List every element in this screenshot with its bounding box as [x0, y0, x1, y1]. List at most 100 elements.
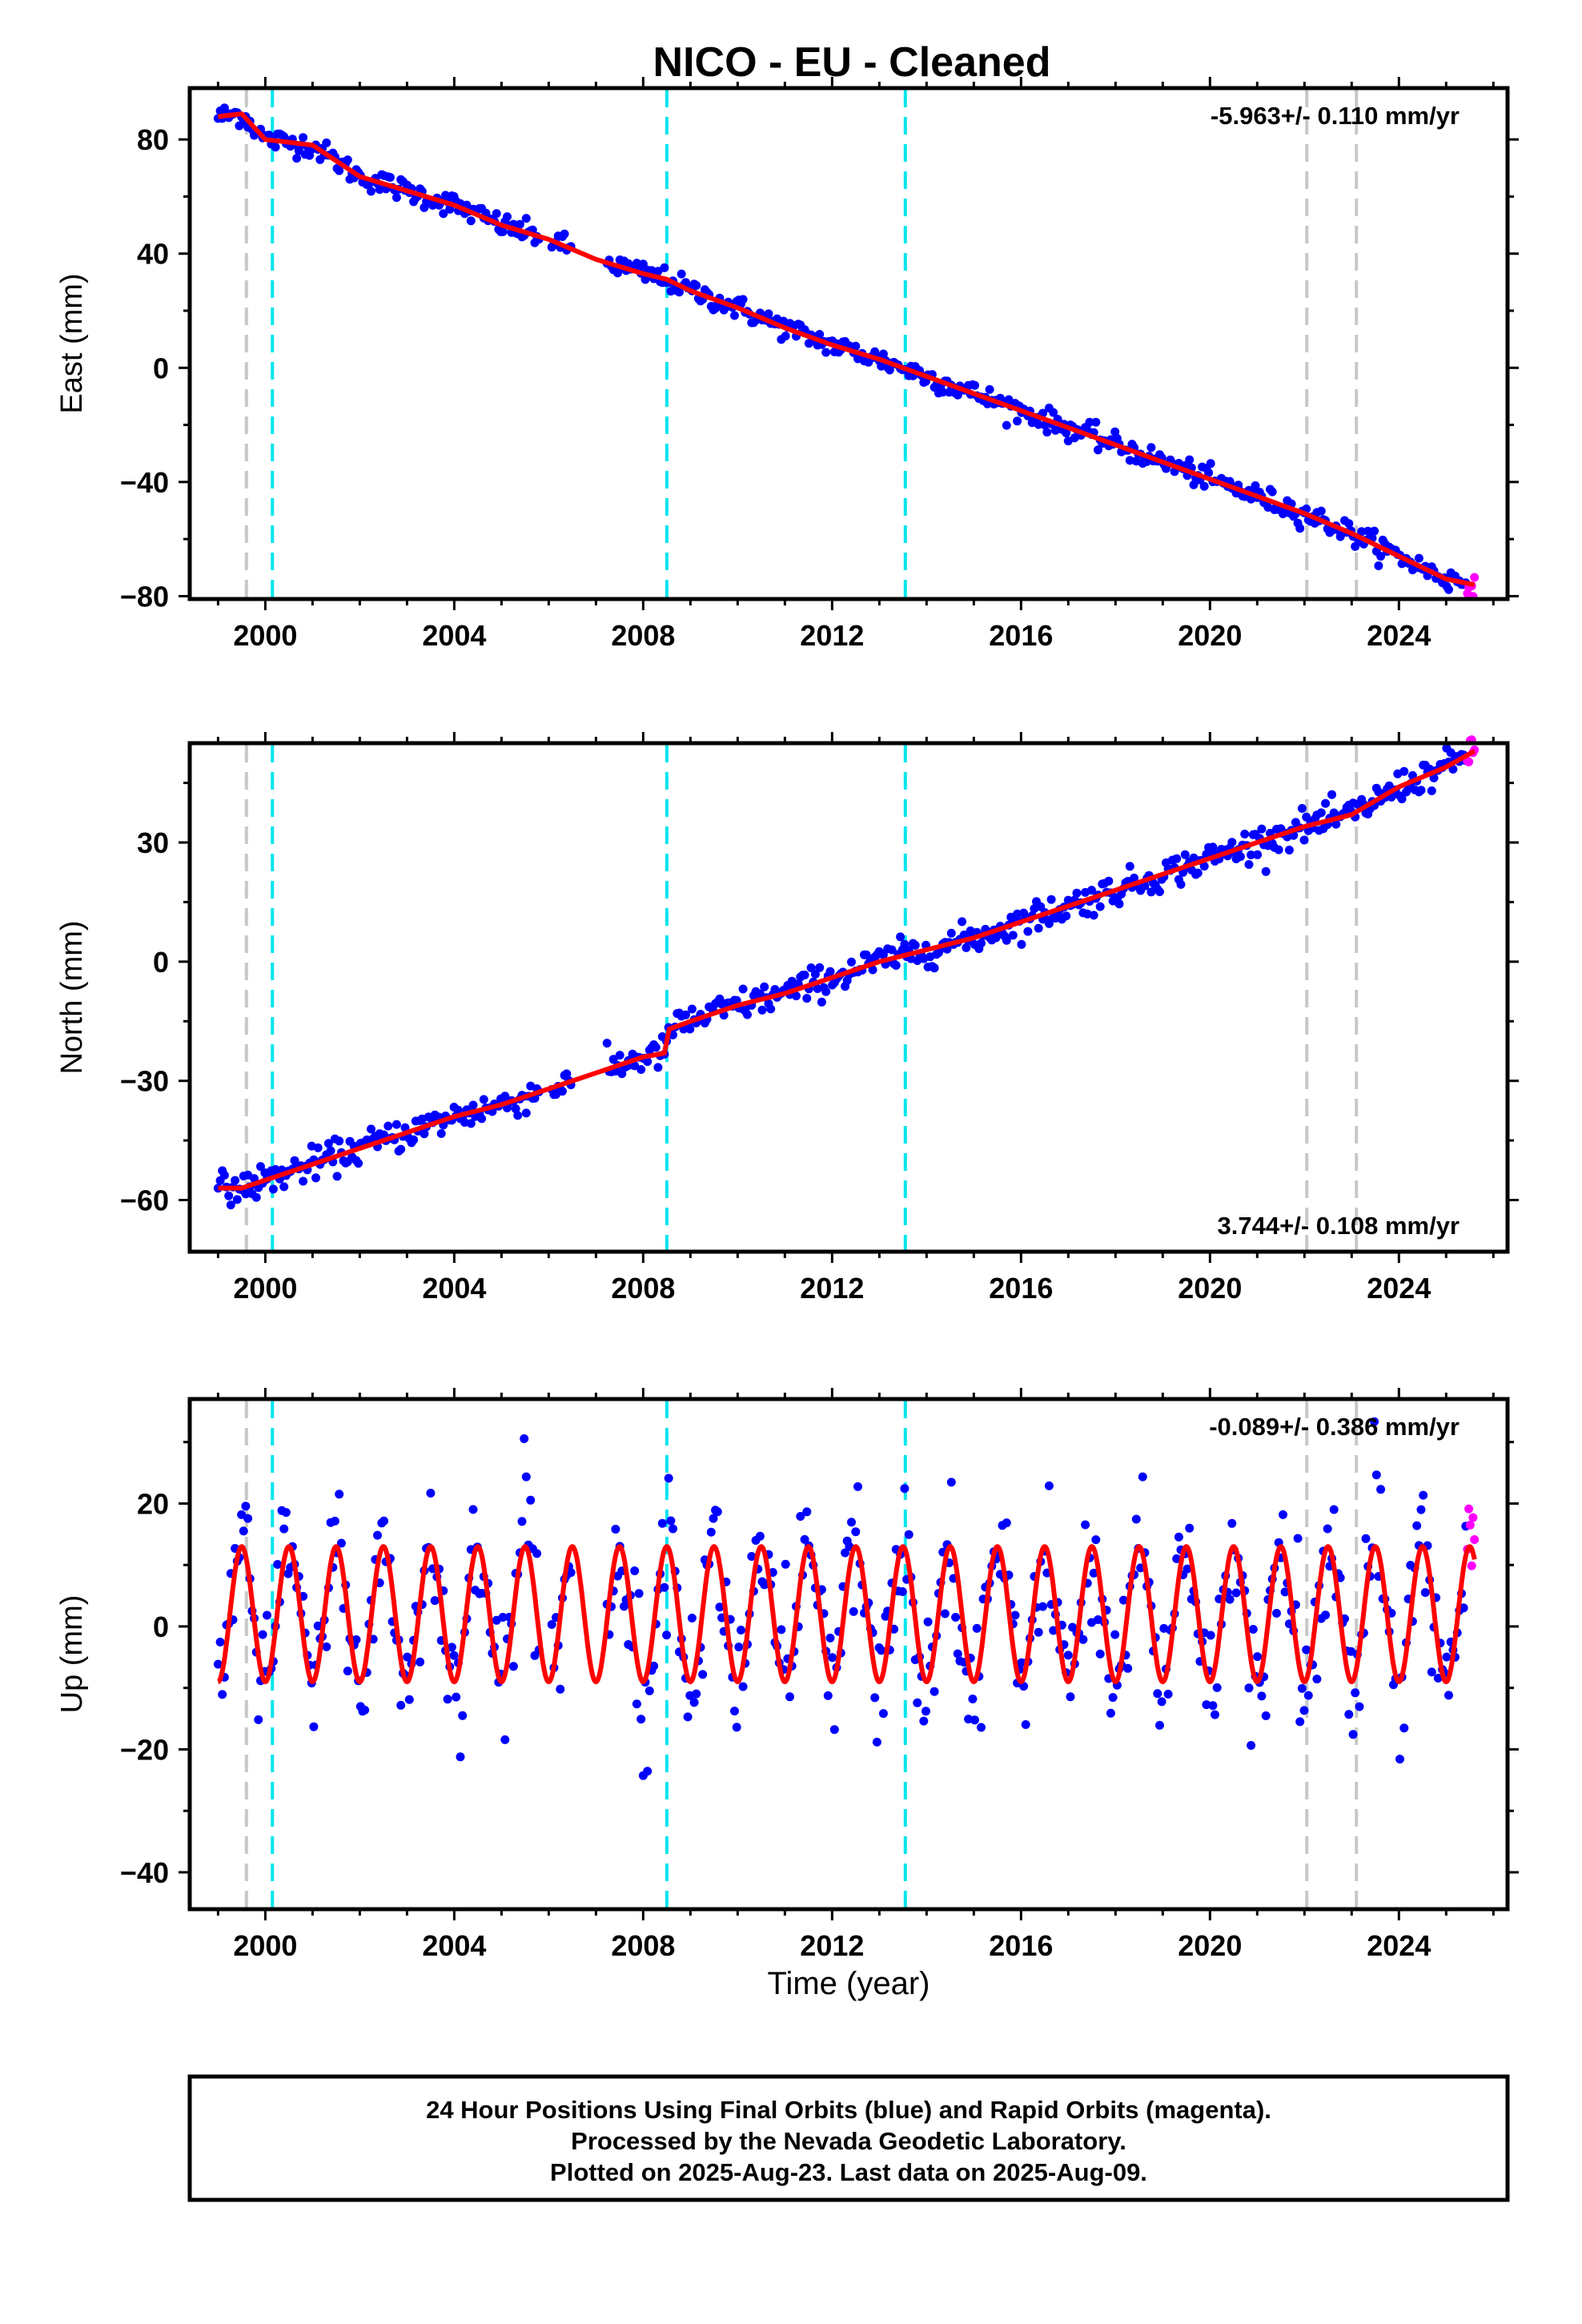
data-point [1253, 1652, 1263, 1662]
data-point [734, 1642, 744, 1652]
data-point [1231, 1588, 1241, 1598]
data-point [1172, 1554, 1182, 1563]
data-point [322, 138, 331, 147]
data-point [1208, 842, 1218, 852]
data-point [664, 1474, 673, 1483]
data-point [360, 1705, 370, 1715]
x-tick-label: 2024 [1367, 1929, 1431, 1962]
footer-line-1: 24 Hour Positions Using Final Orbits (bl… [426, 2096, 1271, 2124]
data-point [500, 1092, 510, 1101]
data-point [1211, 1710, 1219, 1719]
data-point [292, 154, 302, 163]
rapid-point [1467, 1561, 1476, 1570]
data-point [755, 989, 765, 999]
data-point [562, 1069, 572, 1079]
data-point [810, 970, 820, 979]
data-point [692, 281, 701, 290]
data-point [602, 1039, 612, 1048]
data-point [821, 348, 831, 357]
data-point [452, 1692, 461, 1702]
data-point [1106, 1708, 1115, 1718]
data-point [709, 1514, 718, 1523]
data-point [1089, 1568, 1098, 1578]
data-point [566, 1568, 576, 1578]
data-point [1348, 1730, 1358, 1739]
data-point [547, 1620, 556, 1629]
data-point [1395, 1755, 1404, 1764]
data-point [373, 1530, 382, 1540]
data-point [632, 1699, 641, 1709]
rate-label-east: -5.963+/- 0.110 mm/yr [1211, 102, 1460, 130]
data-point [940, 1609, 950, 1618]
data-point [256, 1162, 265, 1172]
data-point [1180, 850, 1190, 859]
data-point [1140, 881, 1150, 891]
data-point [1078, 1634, 1088, 1644]
data-point [1399, 1723, 1409, 1733]
data-point [231, 1176, 240, 1185]
data-point [521, 1472, 531, 1482]
data-point [239, 1526, 248, 1536]
data-point [1094, 445, 1102, 455]
data-point [815, 963, 825, 972]
data-point [426, 1489, 436, 1498]
data-point [1202, 1700, 1211, 1710]
data-point [1327, 790, 1336, 799]
data-point [1199, 481, 1209, 491]
data-point [785, 1692, 794, 1702]
data-point [1089, 911, 1098, 920]
data-point [823, 1691, 833, 1700]
data-point [910, 940, 920, 950]
data-point [796, 1512, 805, 1521]
data-point [821, 987, 831, 996]
chart-title: NICO - EU - Cleaned [653, 39, 1051, 86]
data-point [1384, 781, 1394, 790]
ylabel-north: North (mm) [55, 920, 89, 1074]
plot-frame [187, 1397, 1510, 1912]
data-point [1247, 850, 1256, 859]
x-tick-label: 2004 [422, 1929, 486, 1962]
data-point [970, 380, 979, 390]
data-point [1321, 798, 1331, 808]
data-point [968, 1695, 978, 1703]
data-point [687, 1004, 697, 1014]
data-point [630, 1061, 640, 1071]
data-point [1357, 527, 1367, 537]
data-point [1208, 1701, 1218, 1711]
data-point [828, 1653, 837, 1663]
data-point [1010, 1610, 1020, 1620]
data-point [1034, 923, 1043, 933]
data-point [853, 1482, 862, 1491]
data-point [1095, 1649, 1105, 1659]
data-point [1416, 1505, 1426, 1514]
data-point [330, 1516, 339, 1526]
data-point [336, 1538, 346, 1548]
x-tick-label: 2020 [1178, 1272, 1242, 1305]
data-point [1185, 1523, 1195, 1533]
data-point [498, 1613, 508, 1622]
data-point [1442, 1652, 1452, 1662]
data-point [1042, 428, 1052, 437]
model-line [218, 111, 1476, 588]
data-point [747, 1552, 757, 1561]
data-point [715, 1602, 725, 1612]
x-tick-label: 2004 [422, 619, 486, 652]
y-tick-label: −80 [120, 580, 169, 613]
data-point [692, 1689, 701, 1699]
data-point [847, 1518, 856, 1527]
data-point [515, 219, 524, 229]
data-point [991, 933, 1001, 943]
data-point [1095, 902, 1105, 911]
data-points [213, 103, 1480, 601]
data-point [466, 216, 476, 226]
data-point [1240, 830, 1250, 838]
data-point [1244, 1683, 1254, 1693]
data-point [1303, 1691, 1313, 1700]
y-tick-label: 80 [137, 123, 169, 156]
data-point [445, 204, 455, 214]
x-tick-label: 2024 [1367, 619, 1431, 652]
x-tick-label: 2020 [1178, 619, 1242, 652]
data-point [687, 1614, 697, 1622]
data-point [643, 1767, 652, 1776]
data-point [1104, 876, 1114, 886]
